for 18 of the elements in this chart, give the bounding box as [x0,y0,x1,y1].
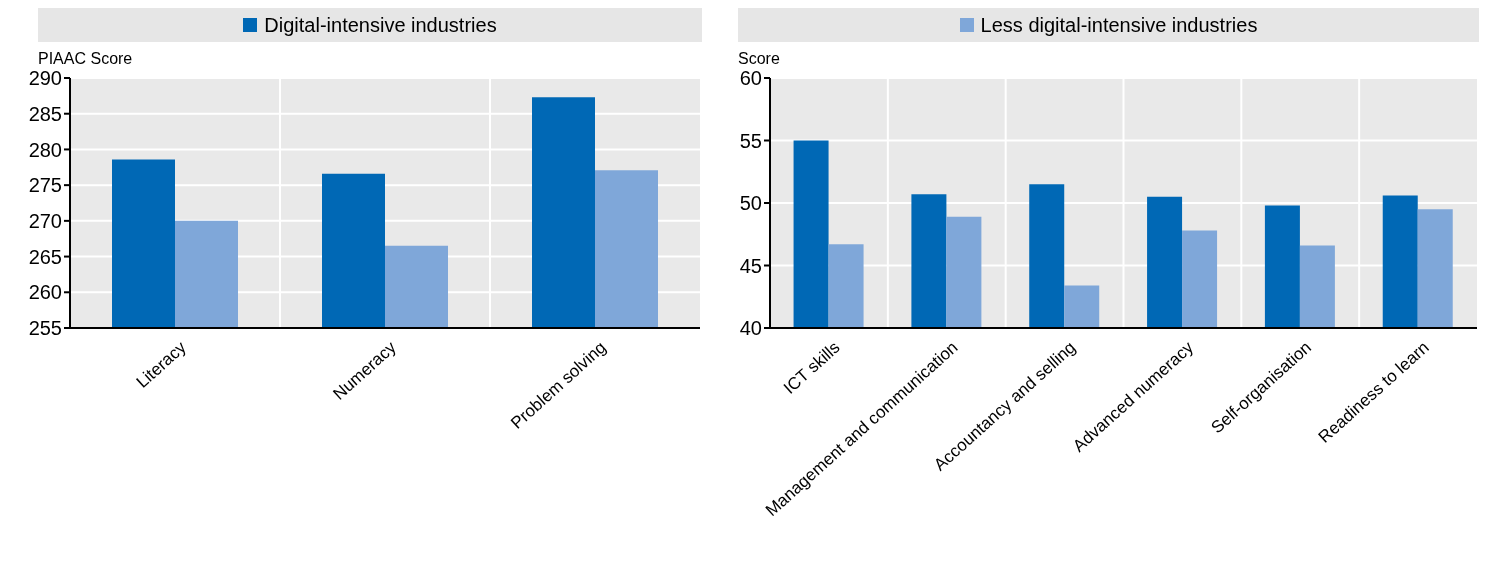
legend-label: Less digital-intensive industries [980,13,1258,37]
y-tick-label: 275 [28,174,62,197]
legend-label: Digital-intensive industries [264,13,497,37]
y-tick-label: 290 [28,67,62,90]
y-tick-label: 255 [28,317,62,340]
y-tick-label: 270 [28,209,62,232]
y-tick-label: 40 [739,317,762,340]
y-tick-label: 280 [28,138,62,161]
y-tick-label: 50 [739,192,762,215]
y-tick-label: 260 [28,281,62,304]
y-tick-label: 60 [739,67,762,90]
y-tick-label: 265 [28,245,62,268]
y-tick-label: 285 [28,102,62,125]
y-tick-label: 55 [739,129,762,152]
y-axis-title: Score [737,49,781,68]
y-axis-title: PIAAC Score [37,49,134,68]
y-tick-label: 45 [739,254,762,277]
x-tick-label: ICT skills [779,337,844,398]
